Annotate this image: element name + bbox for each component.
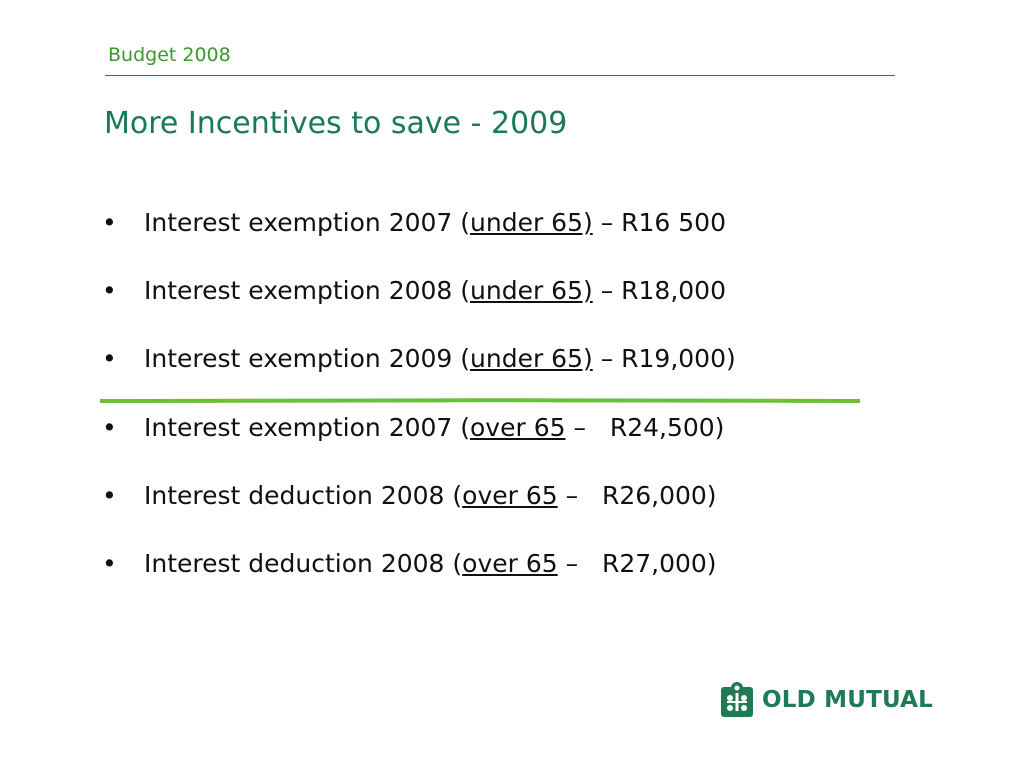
- bullet-marker: •: [102, 208, 117, 237]
- header-label: Budget 2008: [108, 44, 231, 66]
- bullet-amount: – R16 500: [592, 208, 726, 237]
- age-group-text: under 65): [470, 344, 593, 373]
- bullet-amount: – R26,000): [557, 481, 717, 510]
- old-mutual-crest-icon: [721, 682, 753, 717]
- bullet-amount: – R19,000): [592, 344, 736, 373]
- bullet-text: Interest exemption 2009 (: [144, 344, 471, 373]
- bullet-text: Interest deduction 2008 (: [144, 481, 463, 510]
- bullet-text: Interest exemption 2008 (: [144, 276, 471, 305]
- bullet-item: • Interest exemption 2008 (under 65) – R1…: [100, 276, 920, 305]
- bullet-amount: – R27,000): [557, 549, 717, 578]
- bullet-marker: •: [102, 344, 117, 373]
- bullet-text: Interest exemption 2007 (: [144, 413, 471, 442]
- slide-title: More Incentives to save - 2009: [104, 106, 568, 141]
- old-mutual-logo: OLD MUTUAL: [720, 680, 933, 720]
- bullet-item: • Interest exemption 2009 (under 65) – R1…: [100, 344, 920, 373]
- bullet-item: • Interest deduction 2008 (over 65 – R26,…: [100, 481, 920, 510]
- bullet-amount: – R18,000: [592, 276, 726, 305]
- bullet-item: • Interest exemption 2007 (under 65) – R1…: [100, 208, 920, 237]
- bullet-marker: •: [102, 481, 117, 510]
- bullet-marker: •: [102, 413, 117, 442]
- bullet-amount: – R24,500): [565, 413, 725, 442]
- bullet-item: • Interest exemption 2007 (over 65 – R24,…: [100, 413, 920, 442]
- age-group-text: over 65: [462, 549, 558, 578]
- bullet-text: Interest deduction 2008 (: [144, 549, 463, 578]
- age-group-text: under 65): [470, 208, 593, 237]
- bullet-marker: •: [102, 276, 117, 305]
- bullet-text: Interest exemption 2007 (: [144, 208, 471, 237]
- bullet-marker: •: [102, 549, 117, 578]
- bullet-item: • Interest deduction 2008 (over 65 – R27,…: [100, 549, 920, 578]
- logo-text: OLD MUTUAL: [762, 687, 933, 713]
- age-group-text: over 65: [470, 413, 566, 442]
- age-group-text: over 65: [462, 481, 558, 510]
- header-rule: [105, 75, 895, 76]
- section-divider: [100, 398, 860, 403]
- age-group-text: under 65): [470, 276, 593, 305]
